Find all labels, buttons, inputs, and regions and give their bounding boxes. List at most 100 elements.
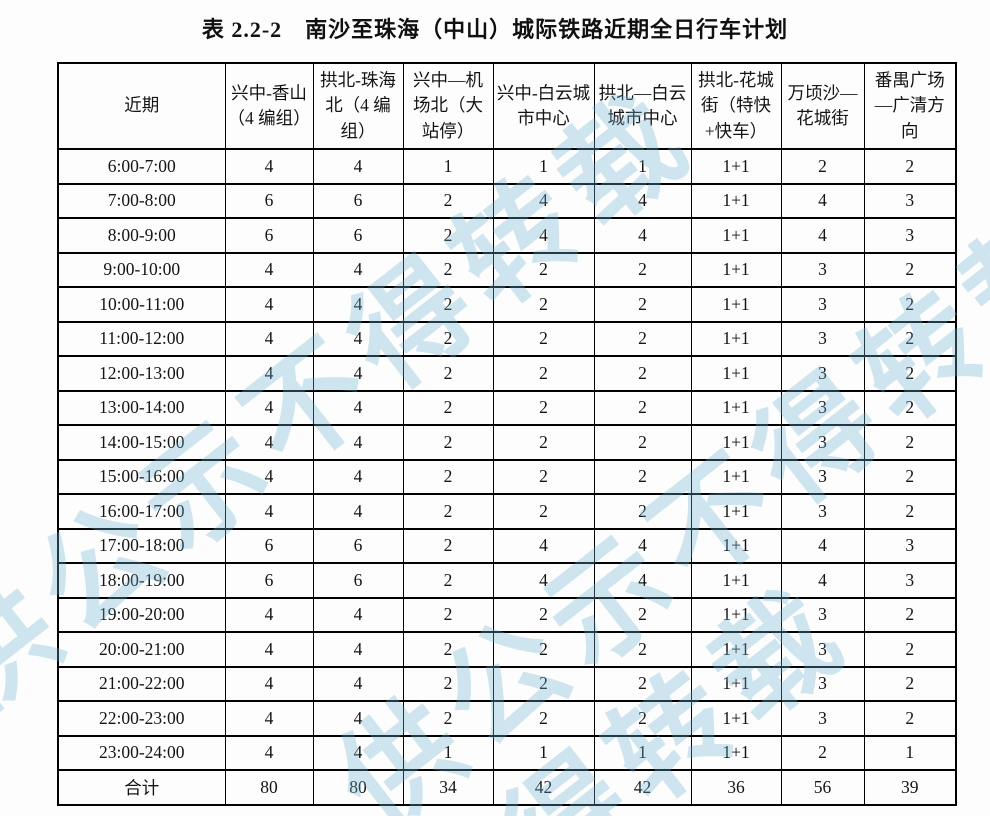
table-cell: 2: [402, 217, 494, 254]
time-cell: 10:00-11:00: [57, 286, 226, 323]
table-cell: 2: [402, 424, 494, 461]
table-cell: 3: [780, 320, 865, 357]
time-cell: 7:00-8:00: [57, 182, 226, 219]
table-cell: 1+1: [690, 424, 782, 461]
table-cell: 2: [492, 389, 595, 426]
table-cell: 2: [492, 631, 595, 668]
table-cell: 3: [780, 596, 865, 633]
table-cell: 2: [863, 389, 957, 426]
column-header-1: 兴中-香山（4 编组）: [224, 62, 314, 150]
table-row: 18:00-19:00 6 6 2 4 4 1+1 4 3: [57, 562, 957, 599]
table-cell: 1+1: [690, 355, 782, 392]
table-cell: 3: [863, 562, 957, 599]
table-cell: 3: [780, 355, 865, 392]
table-cell: 2: [492, 424, 595, 461]
table-cell: 6: [224, 217, 314, 254]
table-cell: 4: [224, 286, 314, 323]
table-cell: 3: [780, 700, 865, 737]
table-cell: 2: [402, 493, 494, 530]
table-cell: 4: [312, 458, 404, 495]
table-cell: 3: [863, 182, 957, 219]
table-cell: 2: [492, 700, 595, 737]
table-cell: 2: [402, 182, 494, 219]
table-cell: 2: [863, 458, 957, 495]
table-cell: 2: [593, 665, 692, 702]
table-cell: 2: [492, 320, 595, 357]
table-cell: 2: [492, 665, 595, 702]
table-cell: 2: [863, 700, 957, 737]
table-cell: 4: [224, 389, 314, 426]
table-cell: 4: [224, 320, 314, 357]
table-cell: 2: [402, 700, 494, 737]
column-header-3: 兴中—机场北（大站停）: [402, 62, 494, 150]
table-cell: 1+1: [690, 458, 782, 495]
table-cell: 3: [780, 389, 865, 426]
time-cell: 17:00-18:00: [57, 527, 226, 564]
table-cell: 2: [402, 665, 494, 702]
table-cell: 2: [863, 355, 957, 392]
table-cell: 1+1: [690, 286, 782, 323]
total-cell: 80: [312, 769, 404, 806]
table-cell: 6: [224, 562, 314, 599]
table-cell: 1: [863, 734, 957, 771]
table-cell: 4: [492, 527, 595, 564]
table-row: 9:00-10:00 4 4 2 2 2 1+1 3 2: [57, 251, 957, 288]
table-cell: 2: [863, 631, 957, 668]
column-header-8: 番禺广场—广清方向: [863, 62, 957, 150]
total-cell: 34: [402, 769, 494, 806]
table-row: 16:00-17:00 4 4 2 2 2 1+1 3 2: [57, 493, 957, 530]
table-cell: 4: [312, 424, 404, 461]
table-cell: 6: [312, 562, 404, 599]
table-cell: 2: [492, 493, 595, 530]
table-cell: 4: [224, 493, 314, 530]
table-cell: 2: [863, 493, 957, 530]
table-cell: 4: [224, 458, 314, 495]
total-cell: 80: [224, 769, 314, 806]
table-cell: 1+1: [690, 493, 782, 530]
table-row: 12:00-13:00 4 4 2 2 2 1+1 3 2: [57, 355, 957, 392]
total-cell: 39: [863, 769, 957, 806]
table-cell: 1: [593, 734, 692, 771]
table-cell: 1: [593, 148, 692, 185]
table-cell: 1+1: [690, 182, 782, 219]
table-cell: 2: [863, 320, 957, 357]
table-row: 15:00-16:00 4 4 2 2 2 1+1 3 2: [57, 458, 957, 495]
table-row: 8:00-9:00 6 6 2 4 4 1+1 4 3: [57, 217, 957, 254]
table-row: 7:00-8:00 6 6 2 4 4 1+1 4 3: [57, 182, 957, 219]
time-cell: 22:00-23:00: [57, 700, 226, 737]
table-row: 14:00-15:00 4 4 2 2 2 1+1 3 2: [57, 424, 957, 461]
table-cell: 4: [780, 562, 865, 599]
time-cell: 8:00-9:00: [57, 217, 226, 254]
table-cell: 6: [224, 182, 314, 219]
table-cell: 1+1: [690, 734, 782, 771]
table-cell: 4: [224, 700, 314, 737]
table-cell: 1: [402, 148, 494, 185]
table-cell: 1+1: [690, 596, 782, 633]
table-cell: 4: [224, 665, 314, 702]
table-cell: 1+1: [690, 665, 782, 702]
table-cell: 4: [492, 217, 595, 254]
table-cell: 2: [402, 596, 494, 633]
table-cell: 1: [492, 148, 595, 185]
table-body: 6:00-7:00 4 4 1 1 1 1+1 2 2 7:00-8:00 6 6 2 4 4 1+1 4 3 8:…: [57, 148, 957, 806]
table-cell: 2: [492, 251, 595, 288]
time-cell: 11:00-12:00: [57, 320, 226, 357]
table-cell: 3: [863, 217, 957, 254]
table-cell: 2: [402, 355, 494, 392]
table-row: 11:00-12:00 4 4 2 2 2 1+1 3 2: [57, 320, 957, 357]
table-cell: 1+1: [690, 389, 782, 426]
time-cell: 13:00-14:00: [57, 389, 226, 426]
column-header-4: 兴中-白云城市中心: [492, 62, 595, 150]
table-cell: 2: [863, 424, 957, 461]
column-header-6: 拱北-花城街（特快+快车）: [690, 62, 782, 150]
table-cell: 2: [593, 251, 692, 288]
table-cell: 2: [593, 286, 692, 323]
column-header-7: 万顷沙—花城街: [780, 62, 865, 150]
table-cell: 3: [780, 458, 865, 495]
table-cell: 6: [312, 217, 404, 254]
table-cell: 3: [780, 251, 865, 288]
table-cell: 2: [863, 286, 957, 323]
total-cell: 42: [593, 769, 692, 806]
table-cell: 3: [780, 493, 865, 530]
column-header-5: 拱北—白云城市中心: [593, 62, 692, 150]
